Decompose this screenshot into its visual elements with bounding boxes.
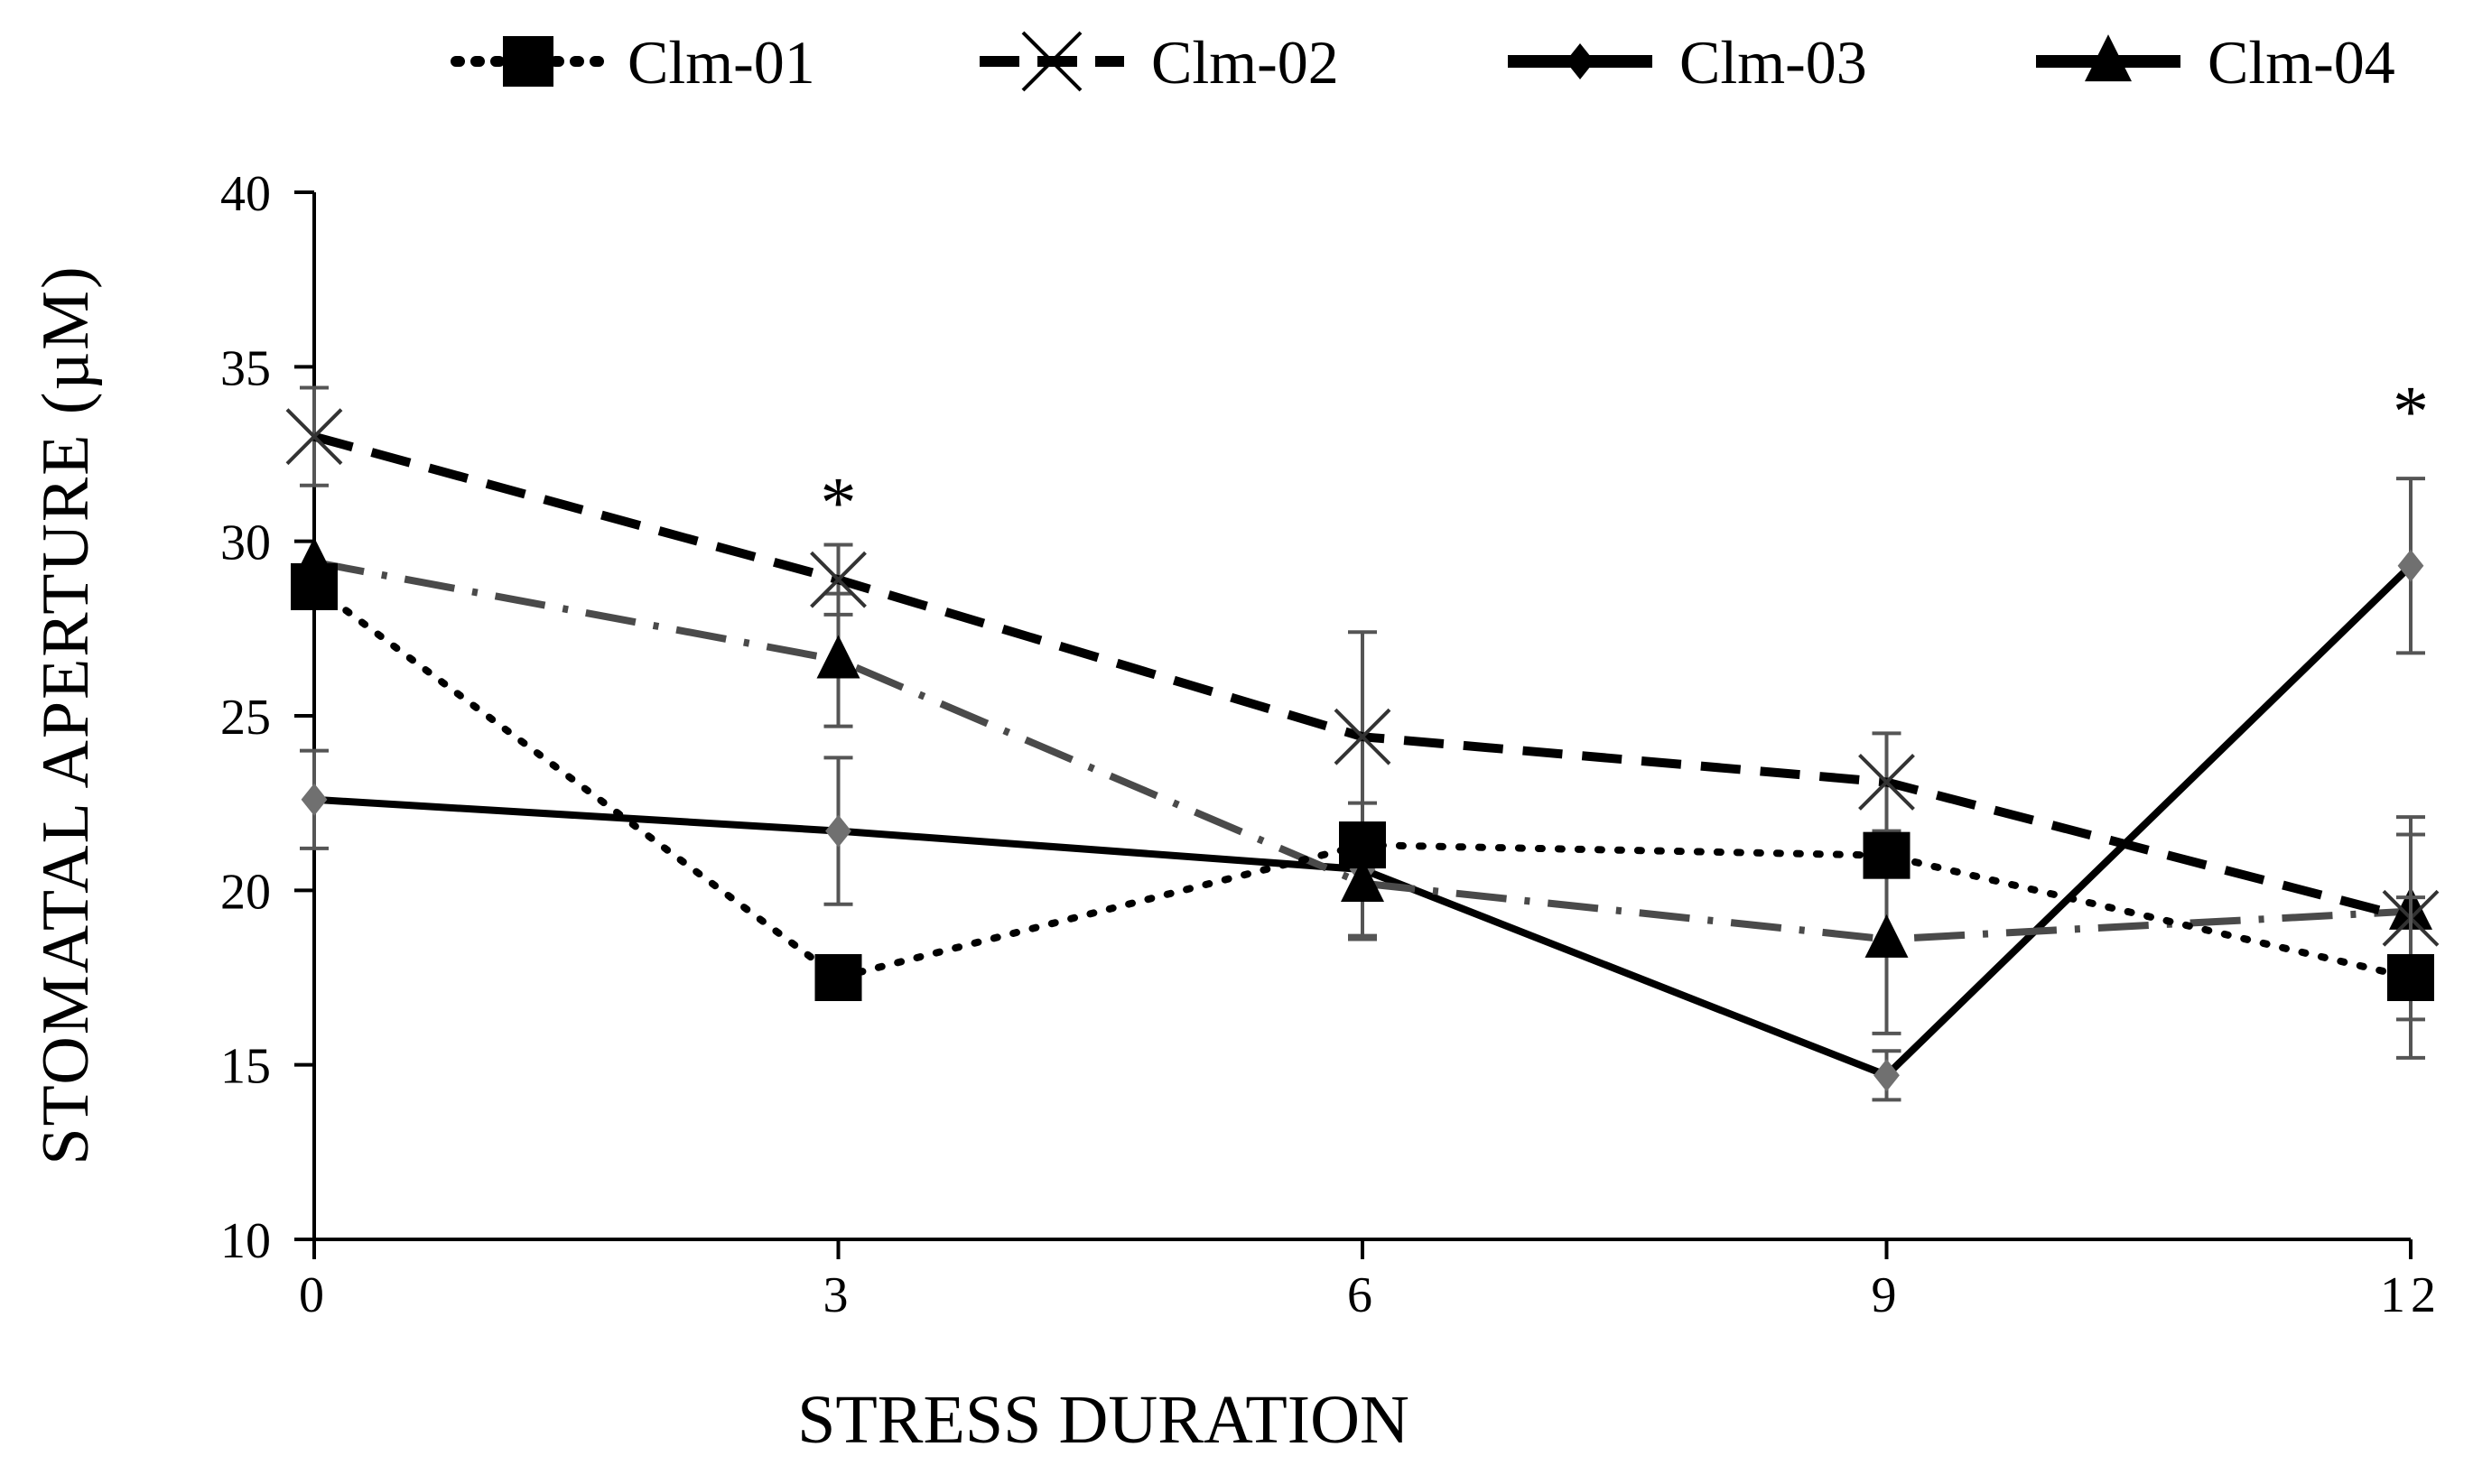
x-tick-label: 3 — [823, 1267, 854, 1323]
y-tick-label: 10 — [220, 1213, 271, 1269]
data-point — [285, 408, 343, 466]
legend-label: Clm-04 — [2208, 28, 2395, 97]
y-tick-label: 25 — [220, 690, 271, 746]
series-clm-01 — [291, 562, 2434, 1060]
y-tick-label: 40 — [220, 166, 271, 222]
data-point — [1339, 821, 1386, 869]
data-point — [1863, 831, 1911, 879]
y-tick-label: 15 — [220, 1039, 271, 1095]
series-layer — [285, 385, 2440, 1102]
legend-marker — [2085, 34, 2132, 82]
y-tick-label: 30 — [220, 515, 271, 571]
legend-label: Clm-03 — [1679, 28, 1867, 97]
y-axis-title: STOMATAL APERTURE (µM) — [29, 264, 103, 1164]
legend-item-clm-02: Clm-02 — [980, 28, 1339, 97]
data-point — [1864, 914, 1909, 958]
legend-marker — [1566, 43, 1594, 79]
data-point — [816, 635, 860, 679]
significance-asterisk: * — [2393, 373, 2429, 452]
data-point — [1334, 708, 1391, 765]
legend: Clm-01 Clm-02 Clm-03 Clm-04 — [451, 28, 2395, 97]
y-tick-label: 20 — [220, 864, 271, 920]
legend-marker — [1021, 31, 1083, 92]
data-point — [1341, 858, 1384, 902]
x-tick-label: 0 — [299, 1267, 330, 1323]
annotations: ** — [821, 373, 2430, 543]
legend-marker — [503, 36, 553, 87]
data-point — [814, 954, 862, 1001]
legend-item-clm-01: Clm-01 — [451, 28, 815, 97]
data-point — [1873, 1059, 1900, 1092]
axes: 10 15 20 25 30 35 40 0 3 6 9 12 — [220, 166, 2441, 1323]
legend-label: Clm-02 — [1151, 28, 1339, 97]
legend-item-clm-03: Clm-03 — [1508, 28, 1867, 97]
x-tick-label: 12 — [2380, 1267, 2441, 1323]
legend-label: Clm-01 — [628, 28, 815, 97]
data-point — [810, 551, 867, 608]
data-point — [2397, 549, 2424, 582]
y-tick-label: 35 — [220, 340, 271, 396]
data-point — [301, 783, 328, 816]
data-point — [291, 562, 338, 610]
significance-asterisk: * — [821, 463, 857, 543]
data-point — [2387, 954, 2434, 1001]
x-tick-label: 6 — [1347, 1267, 1378, 1323]
x-axis-title: STRESS DURATION — [797, 1382, 1409, 1458]
data-point — [1858, 754, 1915, 811]
legend-item-clm-04: Clm-04 — [2036, 28, 2395, 97]
data-point — [825, 814, 851, 848]
x-tick-label: 9 — [1872, 1267, 1902, 1323]
series-clm-02 — [285, 385, 2440, 1022]
